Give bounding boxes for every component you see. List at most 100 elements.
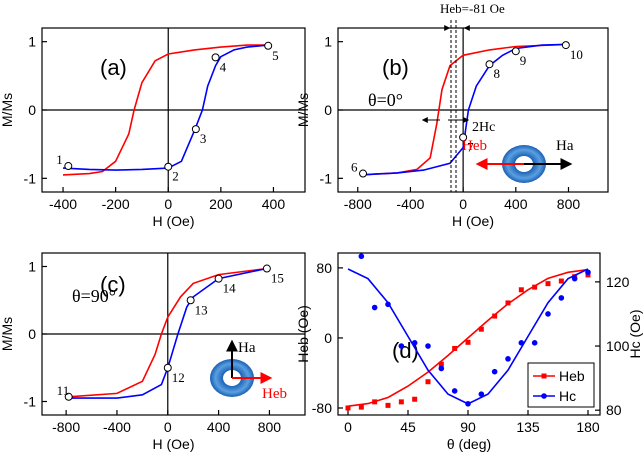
data-point [478, 326, 484, 332]
data-point [358, 404, 364, 410]
annotation: Heb=-81 Oe [440, 1, 505, 16]
annotation: 2Hc [472, 120, 495, 135]
annotation: Heb [262, 386, 287, 402]
data-point [452, 345, 458, 351]
data-point [465, 339, 471, 345]
data-point [412, 396, 418, 402]
data-point [491, 368, 498, 375]
state-label: 15 [271, 271, 284, 286]
data-point [478, 391, 485, 397]
y-tick-label: 1 [28, 34, 36, 50]
loop-branch [62, 44, 269, 171]
x-tick-label: 0 [344, 419, 352, 435]
state-point [214, 274, 223, 283]
data-point [531, 340, 538, 346]
y-tick-label: -80 [312, 400, 332, 416]
y-tick-label: -1 [24, 394, 37, 410]
data-point [372, 399, 378, 405]
state-point [264, 41, 273, 50]
data-point [505, 300, 511, 306]
y2-tick-label: 100 [606, 338, 630, 354]
state-label: 2 [172, 169, 179, 184]
y-tick-label: -1 [320, 170, 333, 186]
data-point [358, 253, 365, 260]
state-label: 8 [493, 66, 500, 81]
x-tick-label: 400 [504, 196, 528, 212]
y-tick-label: -1 [24, 170, 37, 186]
state-label: 10 [570, 47, 583, 62]
state-point [186, 296, 195, 305]
state-label: 11 [57, 383, 70, 398]
x-tick-label: 800 [258, 419, 282, 435]
state-label: 7 [467, 139, 474, 154]
legend-marker [541, 393, 547, 399]
y-tick-label: 1 [324, 34, 332, 50]
state-point [485, 60, 494, 69]
x-tick-label: 45 [400, 419, 416, 435]
loop-branch [360, 43, 566, 176]
data-point [371, 304, 378, 311]
data-point [518, 340, 525, 346]
data-point [385, 301, 391, 308]
y-tick-label: 80 [316, 260, 332, 276]
panel-label: (c) [100, 272, 126, 297]
y-axis-label: M/Ms [295, 93, 311, 127]
data-point [505, 356, 511, 362]
state-point [511, 47, 520, 56]
legend-label: Heb [559, 368, 585, 384]
state-point [64, 392, 73, 401]
data-point [558, 295, 565, 301]
loop-branch [68, 267, 268, 398]
annotation: Ha [238, 340, 256, 356]
loop-branch [62, 44, 269, 176]
y-axis-label: M/Ms [0, 317, 15, 351]
state-label: 4 [220, 59, 227, 74]
plot-frame [337, 252, 601, 416]
x-tick-label: 400 [207, 419, 231, 435]
data-point [492, 313, 498, 319]
x-tick-label: 90 [460, 419, 476, 435]
x-tick-label: 0 [459, 196, 467, 212]
state-point [262, 264, 271, 273]
x-axis-label: H (Oe) [153, 213, 195, 229]
data-point [451, 388, 458, 394]
y-tick-label: 0 [324, 102, 332, 118]
x-tick-label: -800 [52, 419, 80, 435]
state-label: 13 [195, 302, 208, 317]
state-point [163, 363, 172, 372]
state-label: 6 [351, 160, 358, 175]
x-tick-label: -400 [49, 196, 77, 212]
y-tick-label: 0 [28, 326, 36, 342]
x-axis-label: H (Oe) [153, 436, 195, 452]
state-label: 12 [172, 370, 185, 385]
y-tick-label: 0 [28, 102, 36, 118]
x-tick-label: 180 [576, 419, 600, 435]
x-tick-label: -400 [103, 419, 131, 435]
state-label: 1 [56, 152, 63, 167]
x-tick-label: 400 [262, 196, 286, 212]
x-tick-label: -400 [396, 196, 424, 212]
data-point [585, 269, 591, 276]
data-point [398, 399, 404, 405]
data-point [438, 361, 444, 367]
annotation: θ=90° [72, 286, 116, 306]
x-tick-label: 0 [164, 196, 172, 212]
annotation: θ=0° [368, 90, 403, 110]
data-point [532, 284, 538, 290]
state-point [211, 53, 220, 62]
loop-branch [68, 267, 268, 399]
state-label: 9 [520, 53, 527, 68]
state-label: 14 [223, 281, 237, 296]
state-label: 3 [200, 131, 207, 146]
data-point [398, 343, 405, 349]
x-axis-label: θ (deg) [447, 436, 491, 452]
panel-label: (a) [100, 55, 127, 80]
x-tick-label: 135 [516, 419, 540, 435]
data-point [425, 343, 431, 349]
fit-curve [347, 268, 589, 407]
legend-label: Hc [559, 388, 576, 404]
annotation: Heb [462, 138, 487, 154]
legend-box [527, 362, 595, 408]
data-point [425, 379, 431, 385]
